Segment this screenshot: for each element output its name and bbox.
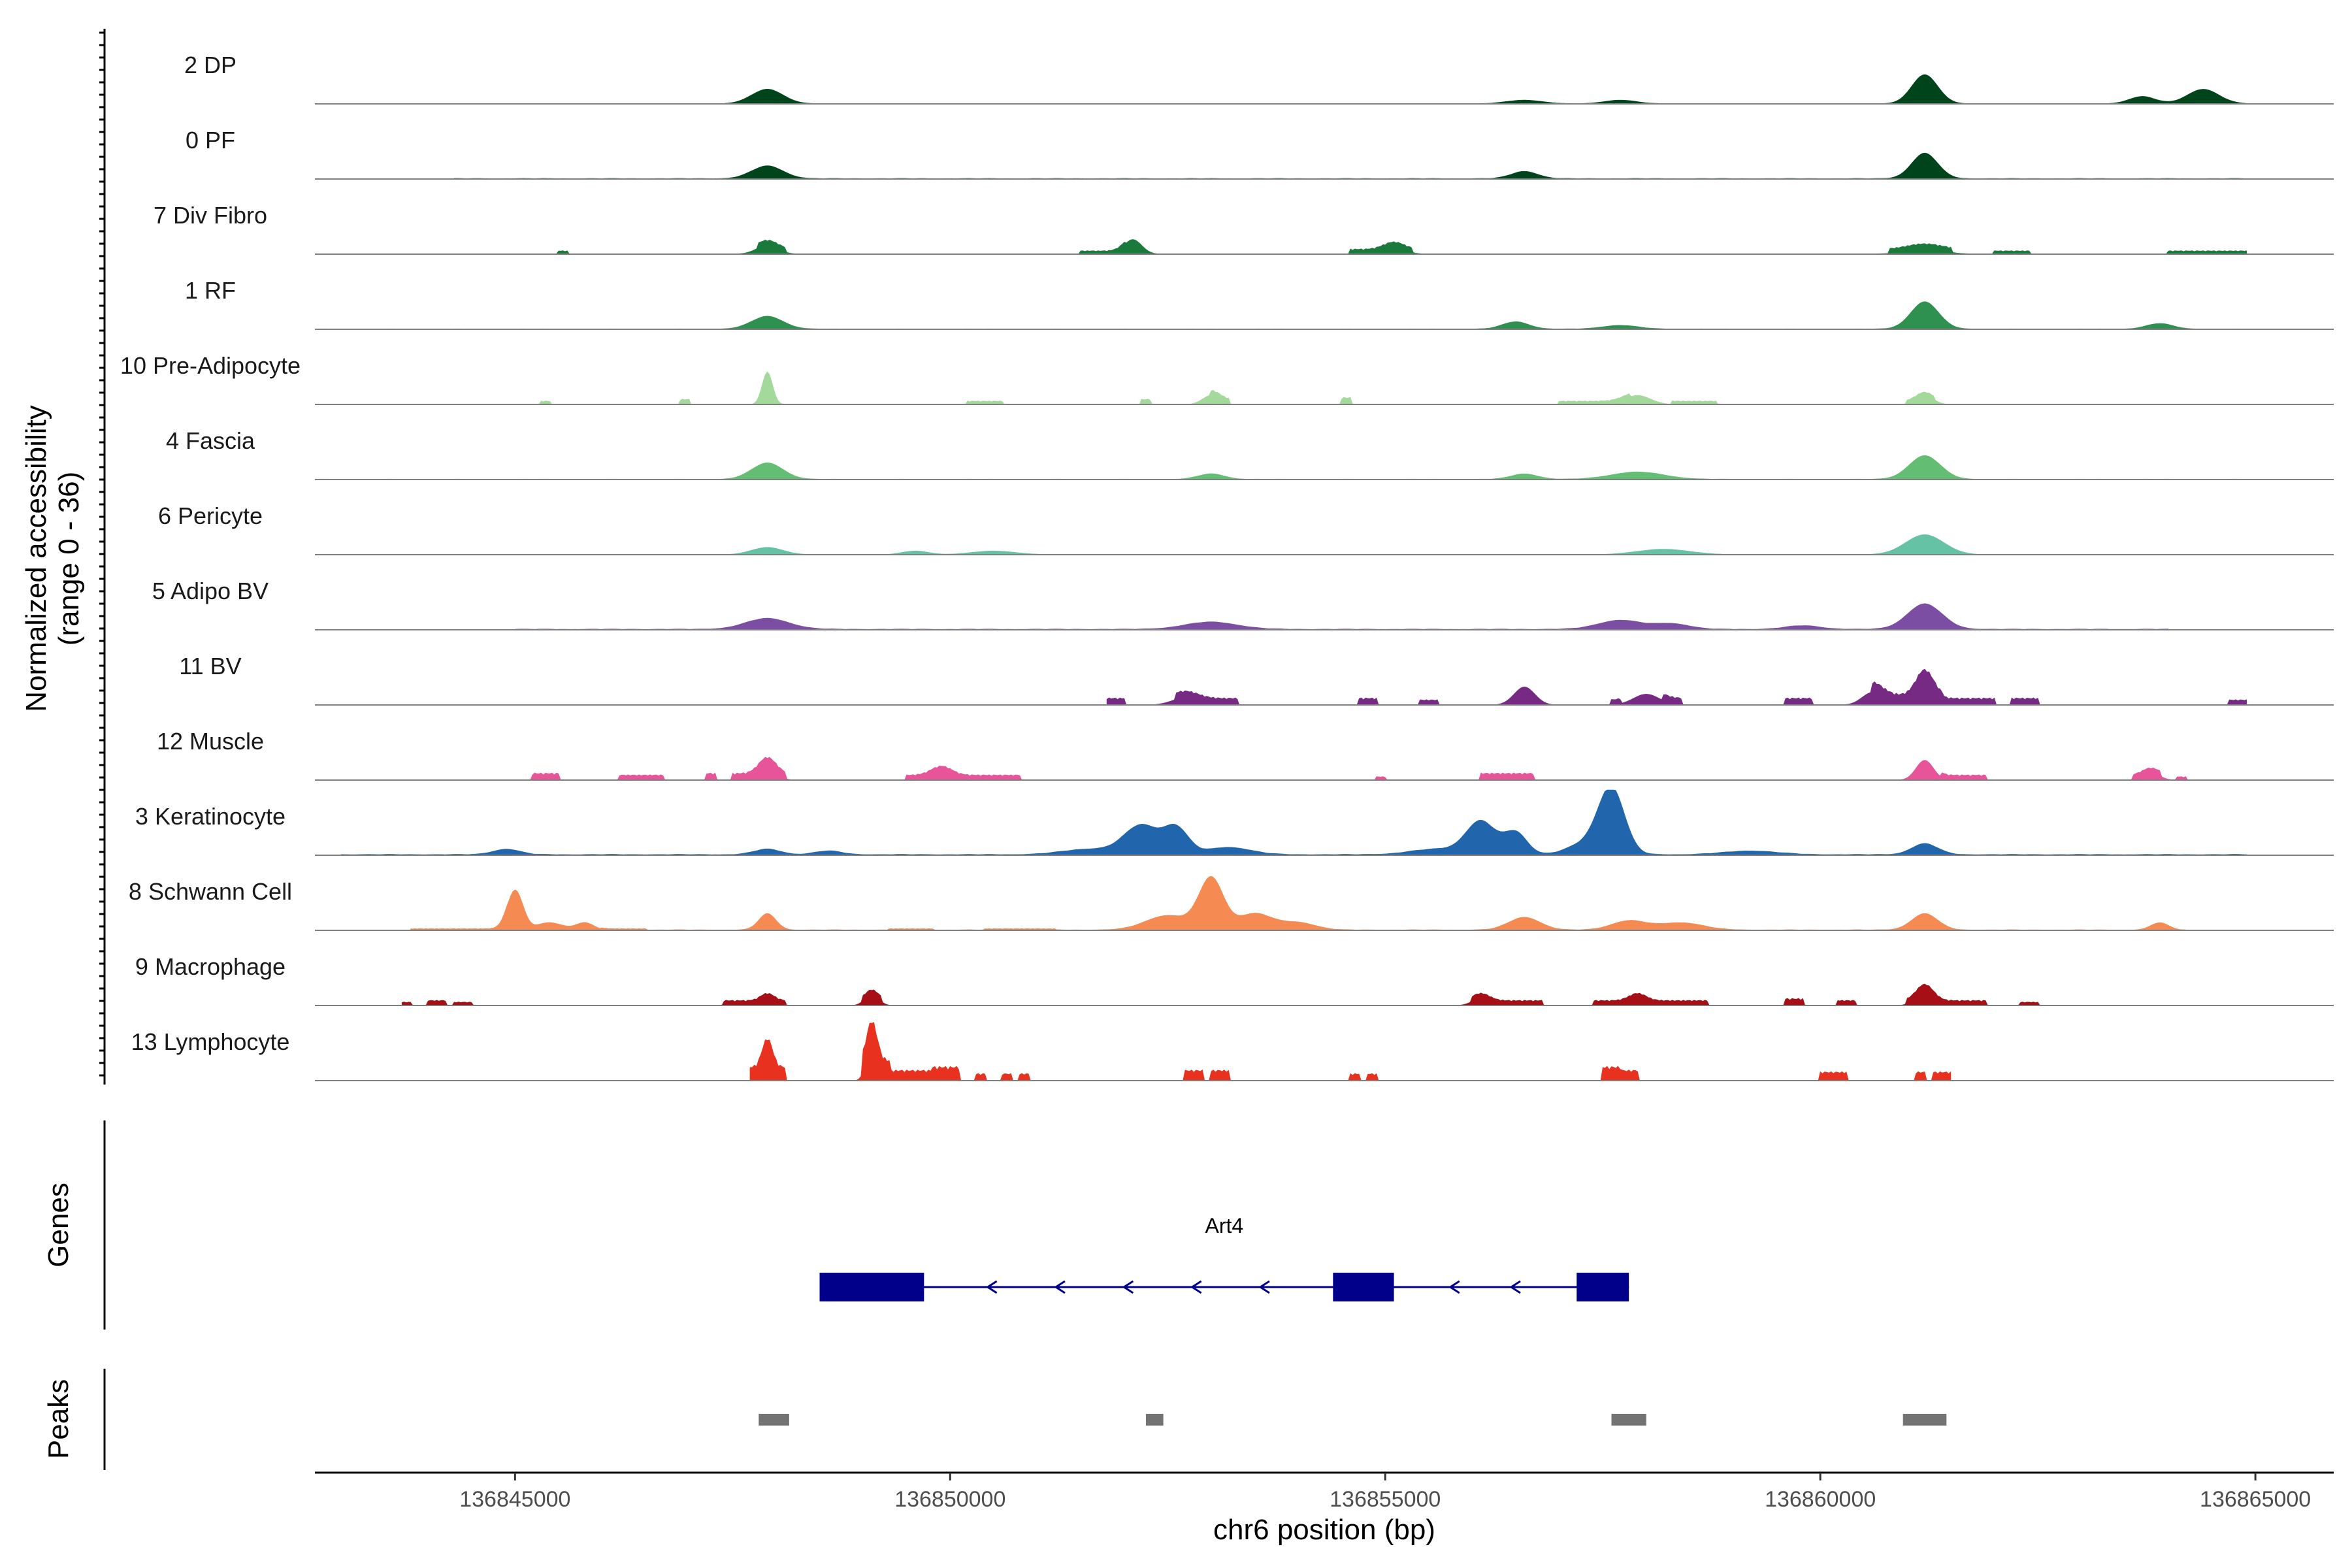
peak-region: [759, 1414, 789, 1426]
coverage-area: [453, 152, 2247, 180]
strand-arrow: [1122, 1280, 1134, 1294]
x-tick-label: 136845000: [459, 1487, 570, 1512]
coverage-tracks: 2 DP 0 PF 7 Div Fibro 1 RF 10 Pre-Adipocyte 4…: [120, 52, 2334, 1081]
gene-panel: Genes Art4: [42, 1120, 1629, 1330]
track-label: 5 Adipo BV: [152, 578, 269, 604]
y-axis-range-label: (range 0 - 36): [53, 472, 85, 646]
strand-arrow: [1509, 1280, 1521, 1294]
coverage-area: [410, 875, 2186, 931]
peaks-panel-title: Peaks: [42, 1379, 74, 1459]
track-12: 8 Schwann Cell: [129, 875, 2334, 931]
track-label: 6 Pericyte: [158, 502, 263, 529]
gene-model: Art4: [819, 1214, 1629, 1301]
coverage-area: [401, 983, 2055, 1006]
peak-region: [1611, 1414, 1646, 1426]
coverage-area: [314, 74, 2247, 105]
x-tick-label: 136865000: [2200, 1487, 2311, 1512]
peak-region: [1145, 1414, 1164, 1426]
track-1: 2 DP: [184, 52, 2334, 105]
gene-exon: [1333, 1273, 1394, 1301]
track-label: 11 BV: [179, 653, 241, 679]
track-4: 1 RF: [185, 277, 2334, 330]
y-axis: Normalized accessibility (range 0 - 36): [20, 29, 106, 1085]
strand-arrow: [1054, 1280, 1066, 1294]
peaks-panel: Peaks: [42, 1369, 1947, 1470]
track-8: 5 Adipo BV: [152, 578, 2334, 630]
coverage-area: [314, 301, 2247, 330]
track-11: 3 Keratinocyte: [135, 789, 2334, 856]
strand-arrow: [985, 1280, 998, 1294]
track-label: 1 RF: [185, 277, 236, 304]
track-14: 13 Lymphocyte: [131, 1022, 2334, 1081]
track-2: 0 PF: [186, 127, 2334, 180]
x-axis: 136845000 136850000 136855000 136860000 1368…: [315, 1471, 2334, 1546]
track-label: 7 Div Fibro: [154, 202, 267, 229]
gene-models: Art4: [819, 1214, 1629, 1301]
y-axis-title: Normalized accessibility: [20, 405, 52, 711]
track-10: 12 Muscle: [157, 728, 2334, 781]
strand-arrow: [1448, 1280, 1460, 1294]
gene-name-label: Art4: [1205, 1214, 1243, 1237]
coverage-area: [749, 1022, 1952, 1081]
coverage-area: [497, 239, 2247, 255]
gene-exon: [819, 1273, 924, 1301]
track-3: 7 Div Fibro: [154, 202, 2334, 255]
track-5: 10 Pre-Adipocyte: [120, 352, 2334, 405]
track-label: 2 DP: [184, 52, 237, 78]
track-label: 13 Lymphocyte: [131, 1028, 290, 1055]
coverage-area: [515, 757, 2212, 781]
gene-exon: [1576, 1273, 1629, 1301]
x-tick-label: 136860000: [1765, 1487, 1876, 1512]
coverage-area: [427, 534, 2247, 555]
track-label: 10 Pre-Adipocyte: [120, 352, 301, 379]
track-6: 4 Fascia: [166, 427, 2334, 480]
y-axis-ticks: [99, 31, 105, 1077]
track-label: 3 Keratinocyte: [135, 803, 286, 830]
x-tick-label: 136855000: [1330, 1487, 1441, 1512]
track-label: 12 Muscle: [157, 728, 264, 755]
coverage-area: [1106, 668, 2247, 706]
strand-arrow: [1258, 1280, 1270, 1294]
coverage-area: [515, 603, 2169, 630]
x-axis-title: chr6 position (bp): [1213, 1514, 1435, 1546]
coverage-area: [340, 789, 2247, 856]
peak-regions: [759, 1414, 1947, 1426]
genes-panel-title: Genes: [42, 1183, 74, 1267]
strand-arrow: [1190, 1280, 1202, 1294]
track-label: 0 PF: [186, 127, 235, 154]
track-13: 9 Macrophage: [135, 953, 2334, 1006]
track-7: 6 Pericyte: [158, 502, 2334, 555]
track-9: 11 BV: [179, 653, 2334, 706]
track-label: 8 Schwann Cell: [129, 878, 292, 905]
coverage-area: [315, 371, 2247, 405]
x-tick-label: 136850000: [894, 1487, 1005, 1512]
peak-region: [1903, 1414, 1947, 1426]
track-label: 4 Fascia: [166, 427, 255, 454]
coverage-area: [314, 455, 2247, 480]
track-label: 9 Macrophage: [135, 953, 286, 980]
x-axis-ticks: 136845000 136850000 136855000 136860000 1368…: [459, 1473, 2311, 1512]
